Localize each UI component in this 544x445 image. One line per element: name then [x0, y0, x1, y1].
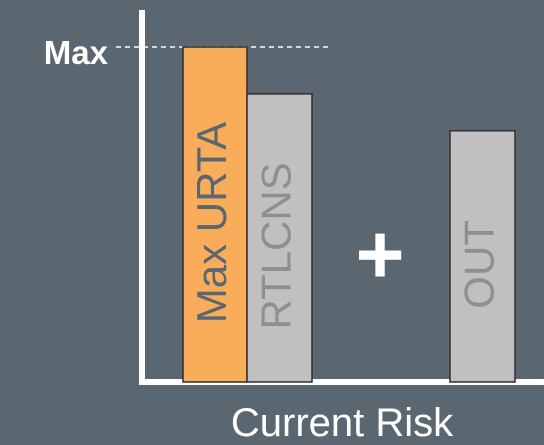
- bar-rtlcns: [246, 93, 313, 383]
- plus-operator: +: [355, 207, 404, 301]
- max-label: Max: [44, 34, 109, 71]
- bar-label-max-urta: Max URTA: [188, 122, 235, 323]
- bar-out: [449, 130, 516, 383]
- bar-label-rtlcns: RTLCNS: [253, 162, 300, 329]
- x-axis-label: Current Risk: [231, 401, 454, 445]
- bar-max-urta: [182, 46, 248, 383]
- bar-label-out: OUT: [456, 220, 503, 309]
- bars-group: Max URTA RTLCNS OUT: [182, 46, 516, 383]
